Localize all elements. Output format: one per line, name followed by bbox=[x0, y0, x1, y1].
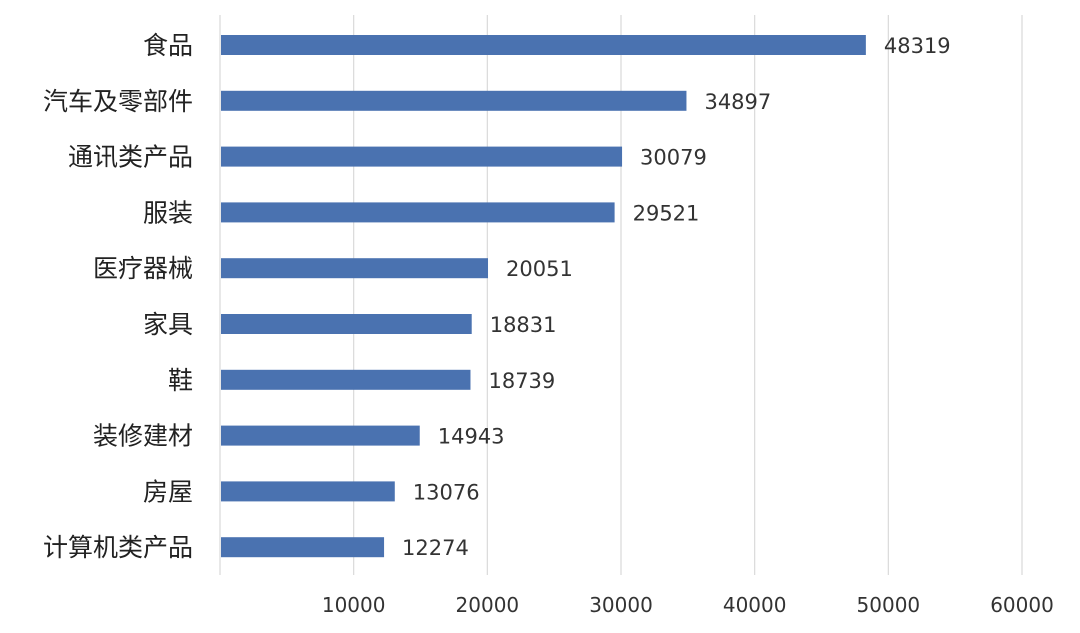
x-tick-label: 40000 bbox=[723, 593, 787, 617]
bar bbox=[221, 314, 472, 334]
category-label: 服装 bbox=[143, 198, 193, 227]
bar bbox=[221, 202, 615, 223]
x-tick-label: 60000 bbox=[990, 593, 1054, 617]
x-axis-tick-labels: 10000 20000 30000 40000 50000 60000 bbox=[322, 593, 1054, 617]
bar bbox=[221, 35, 866, 55]
bar bbox=[221, 146, 623, 167]
category-label: 食品 bbox=[143, 31, 193, 60]
data-label: 34897 bbox=[704, 90, 771, 114]
value-labels: 48319 34897 30079 29521 20051 18831 18739 14943… bbox=[402, 34, 951, 560]
data-label: 20051 bbox=[506, 257, 573, 281]
data-label: 48319 bbox=[884, 34, 951, 58]
category-label: 医疗器械 bbox=[93, 254, 193, 283]
x-tick-label: 30000 bbox=[589, 593, 653, 617]
x-tick-label: 10000 bbox=[322, 593, 386, 617]
bar bbox=[221, 90, 687, 111]
bar bbox=[221, 425, 420, 446]
bars bbox=[221, 35, 866, 558]
x-tick-label: 20000 bbox=[456, 593, 520, 617]
data-label: 18831 bbox=[490, 313, 557, 337]
bar bbox=[221, 537, 385, 558]
category-label: 计算机类产品 bbox=[43, 533, 193, 562]
x-tick-label: 50000 bbox=[857, 593, 921, 617]
data-label: 13076 bbox=[413, 480, 480, 504]
category-label: 鞋 bbox=[168, 366, 193, 395]
data-label: 12274 bbox=[402, 536, 469, 560]
bar bbox=[221, 369, 471, 390]
bar bbox=[221, 481, 395, 502]
category-label: 汽车及零部件 bbox=[43, 87, 193, 116]
data-label: 29521 bbox=[633, 201, 700, 225]
data-label: 30079 bbox=[640, 146, 707, 170]
bar bbox=[221, 258, 489, 279]
category-label: 家具 bbox=[143, 310, 193, 339]
data-label: 14943 bbox=[438, 425, 505, 449]
data-label: 18739 bbox=[488, 369, 555, 393]
category-label: 通讯类产品 bbox=[68, 143, 193, 172]
category-label: 装修建材 bbox=[93, 422, 193, 451]
category-label: 房屋 bbox=[143, 477, 193, 506]
